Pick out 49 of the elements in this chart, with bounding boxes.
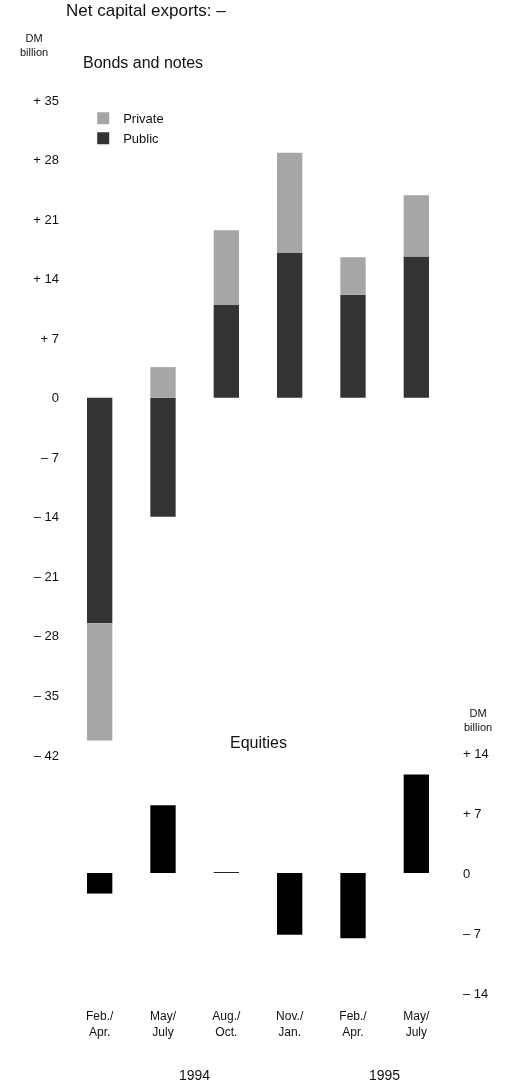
y-tick-label: – 7: [40, 449, 59, 465]
text: 1994: [179, 1067, 211, 1083]
bar: [150, 805, 176, 873]
y-tick-label: + 21: [33, 211, 59, 227]
y-tick-label: – 7: [463, 925, 482, 941]
bar: [340, 294, 366, 398]
y-tick-label: – 28: [33, 628, 59, 644]
y-tick-label: + 7: [40, 330, 59, 346]
bar: [340, 257, 366, 295]
y-axis-title: DM billion: [20, 32, 49, 59]
category-label: Nov./ Jan.: [276, 1009, 304, 1039]
bar: [150, 397, 176, 517]
bar: [403, 256, 429, 398]
category-label: Aug./ Oct.: [212, 1009, 241, 1039]
y-tick-label: + 14: [463, 745, 489, 761]
bar: [403, 195, 429, 257]
chart-title: Equities: [230, 734, 287, 751]
bar: [87, 873, 113, 894]
bar: [213, 305, 239, 398]
y-tick-label: – 14: [463, 985, 489, 1001]
y-tick-label: – 21: [33, 568, 59, 584]
y-tick-label: + 28: [33, 152, 59, 168]
y-tick-label: – 35: [33, 688, 59, 703]
bar: [87, 623, 113, 741]
bar: [277, 152, 303, 254]
y-tick-label: 0: [463, 865, 471, 881]
bar: [340, 873, 366, 939]
bar: [213, 230, 239, 306]
y-tick-label: + 7: [463, 805, 482, 821]
bar: [277, 253, 303, 398]
legend-label: Public: [123, 131, 160, 147]
bar: [277, 873, 303, 935]
bar: [150, 367, 176, 398]
chart-subtitle: Bonds and notes: [83, 54, 204, 71]
category-label: Feb./ Apr.: [339, 1009, 367, 1039]
y-tick-label: 0: [51, 390, 59, 406]
y-tick-label: + 35: [33, 92, 59, 108]
chart-title: Net capital exports: –: [66, 1, 227, 20]
text: 1995: [369, 1067, 401, 1083]
y-tick-label: + 14: [33, 271, 59, 287]
y-axis-title: DM billion: [464, 707, 493, 734]
bar: [87, 397, 113, 624]
y-tick-label: – 42: [33, 747, 59, 763]
category-label: Feb./ Apr.: [85, 1009, 114, 1039]
legend-label: Private: [123, 111, 164, 127]
category-label: May/ July: [149, 1009, 177, 1039]
y-tick-label: – 14: [33, 509, 59, 525]
category-label: May/ July: [403, 1009, 430, 1039]
bar: [403, 774, 429, 873]
